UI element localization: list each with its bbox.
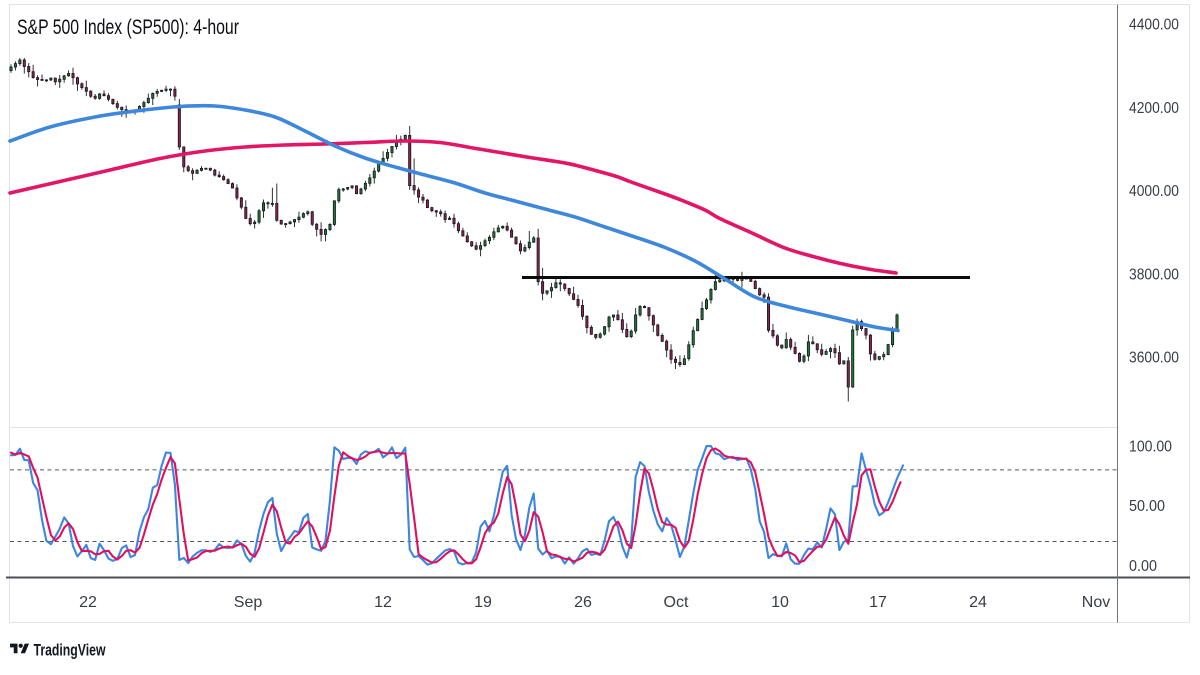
svg-text:TradingView: TradingView — [34, 641, 107, 660]
svg-text:22: 22 — [79, 594, 97, 611]
svg-text:26: 26 — [574, 594, 592, 611]
svg-text:0.00: 0.00 — [1129, 558, 1157, 575]
svg-text:24: 24 — [969, 594, 987, 611]
svg-text:Oct: Oct — [664, 594, 689, 611]
svg-text:100.00: 100.00 — [1129, 439, 1172, 456]
svg-text:3600.00: 3600.00 — [1129, 350, 1179, 367]
svg-text:19: 19 — [474, 594, 492, 611]
svg-text:50.00: 50.00 — [1129, 498, 1165, 515]
svg-text:Nov: Nov — [1082, 594, 1110, 611]
svg-text:17: 17 — [869, 594, 887, 611]
svg-text:S&P 500 Index (SP500): 4-hour: S&P 500 Index (SP500): 4-hour — [17, 15, 239, 39]
svg-text:10: 10 — [771, 594, 789, 611]
svg-text:3800.00: 3800.00 — [1129, 266, 1179, 283]
svg-text:4200.00: 4200.00 — [1129, 100, 1179, 117]
svg-text:Sep: Sep — [234, 594, 263, 611]
svg-text:4000.00: 4000.00 — [1129, 183, 1179, 200]
svg-text:4400.00: 4400.00 — [1129, 17, 1179, 34]
svg-text:12: 12 — [374, 594, 392, 611]
